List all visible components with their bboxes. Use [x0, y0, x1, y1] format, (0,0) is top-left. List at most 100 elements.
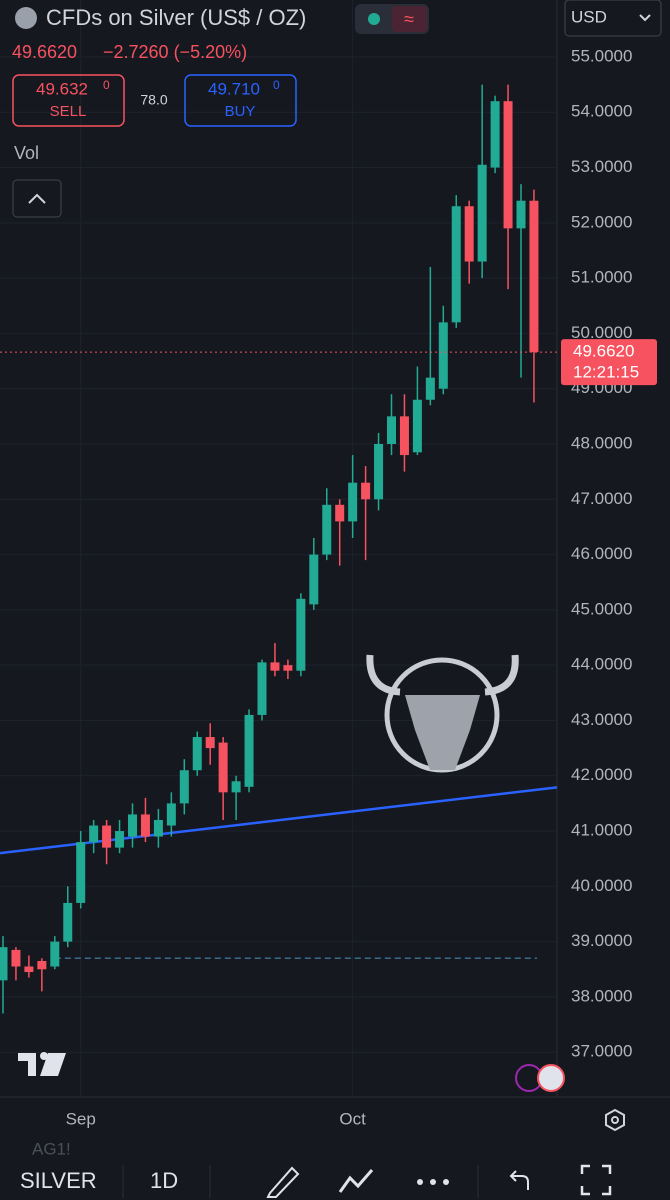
- y-tick-label: 40.0000: [571, 876, 632, 895]
- candle-body: [283, 665, 293, 671]
- candle-body: [102, 825, 112, 848]
- candle-body: [348, 482, 358, 522]
- trendline: [0, 786, 558, 855]
- candle-body: [296, 598, 306, 671]
- buy-label: BUY: [225, 103, 256, 120]
- candle-body: [153, 819, 163, 837]
- candle-body: [205, 737, 215, 749]
- spread: 78.0: [140, 92, 167, 108]
- candle-body: [270, 662, 280, 671]
- volume-label: Vol: [14, 143, 39, 163]
- candle-body: [309, 554, 319, 605]
- sell-price-sup: 0: [103, 78, 110, 92]
- candle-body: [218, 742, 228, 793]
- candle-body: [166, 803, 176, 826]
- last-price: 49.6620: [12, 42, 77, 62]
- currency: USD: [571, 7, 607, 26]
- draw-tool[interactable]: [266, 1166, 300, 1198]
- y-tick-label: 47.0000: [571, 489, 632, 508]
- symbol-title: CFDs on Silver (US$ / OZ): [46, 5, 306, 30]
- event-icon: [537, 1064, 565, 1092]
- candle-body: [361, 482, 371, 500]
- brand-logo: [18, 1053, 66, 1076]
- candle-body: [231, 781, 241, 793]
- candle-body: [490, 101, 500, 168]
- candle-body: [257, 662, 267, 715]
- sell-label: SELL: [50, 103, 87, 120]
- candle-body: [115, 831, 125, 848]
- candle-body: [335, 504, 345, 522]
- y-tick-label: 43.0000: [571, 710, 632, 729]
- delay-icon: ≈: [404, 9, 414, 29]
- candle-body: [76, 842, 86, 903]
- candle-body: [451, 206, 461, 323]
- candle-body: [192, 737, 202, 771]
- brand-logo-dot: [40, 1052, 48, 1060]
- interval-button[interactable]: 1D: [150, 1168, 178, 1193]
- y-tick-label: 54.0000: [571, 102, 632, 121]
- watermark-logo: [366, 654, 519, 773]
- candle-body: [244, 714, 254, 787]
- candle-body: [425, 377, 435, 400]
- candle-body: [0, 947, 8, 981]
- price-tag-value: 49.6620: [573, 342, 634, 361]
- candle-body: [477, 164, 487, 262]
- sell-button[interactable]: [12, 74, 125, 127]
- y-tick-label: 46.0000: [571, 544, 632, 563]
- candle-body: [179, 770, 189, 804]
- more-button[interactable]: [417, 1179, 449, 1185]
- y-tick-label: 42.0000: [571, 765, 632, 784]
- undo-button[interactable]: [509, 1170, 529, 1190]
- fullscreen-button[interactable]: [580, 1164, 612, 1196]
- buy-button[interactable]: [184, 74, 297, 127]
- chevron-icon: [28, 193, 46, 204]
- y-tick-label: 55.0000: [571, 46, 632, 65]
- price-tag-countdown: 12:21:15: [573, 363, 639, 382]
- ticker-note: AG1!: [32, 1139, 71, 1158]
- currency-select[interactable]: [564, 0, 662, 37]
- y-tick-label: 51.0000: [571, 268, 632, 287]
- x-tick-label: Sep: [66, 1109, 96, 1128]
- buy-price: 49.710: [208, 79, 260, 98]
- y-tick-label: 50.0000: [571, 323, 632, 342]
- y-tick-label: 44.0000: [571, 655, 632, 674]
- y-tick-label: 37.0000: [571, 1042, 632, 1061]
- candle-body: [387, 416, 396, 444]
- candle-body: [516, 200, 526, 229]
- y-tick-label: 48.0000: [571, 433, 632, 452]
- symbol-icon: [15, 7, 37, 29]
- y-tick-label: 38.0000: [571, 986, 632, 1005]
- price-change: −2.7260 (−5.20%): [103, 42, 247, 62]
- collapse-button[interactable]: [12, 179, 62, 218]
- candle-body: [464, 206, 474, 262]
- indicator-tool[interactable]: [338, 1169, 374, 1193]
- candle-body: [374, 443, 384, 500]
- candle-body: [89, 825, 99, 843]
- y-tick-label: 39.0000: [571, 931, 632, 950]
- candle-body: [50, 941, 60, 967]
- candle-body: [11, 949, 21, 967]
- toolbar: [0, 1140, 670, 1200]
- candle-body: [37, 960, 47, 970]
- buy-price-sup: 0: [273, 78, 280, 92]
- candle-body: [322, 504, 332, 555]
- candle-body: [140, 814, 150, 837]
- candle-body: [128, 814, 137, 837]
- candle-body: [63, 902, 73, 942]
- settings-icon-core: [611, 1116, 619, 1124]
- y-tick-label: 41.0000: [571, 821, 632, 840]
- candle-body: [438, 322, 448, 389]
- x-tick-label: Oct: [339, 1109, 366, 1128]
- dropdown-icon: [639, 14, 651, 22]
- y-tick-label: 52.0000: [571, 212, 632, 231]
- candle-body: [24, 966, 34, 973]
- candle-body: [529, 200, 539, 353]
- sell-price: 49.632: [36, 79, 88, 98]
- y-tick-label: 53.0000: [571, 157, 632, 176]
- settings-icon[interactable]: [605, 1108, 625, 1132]
- candle-body: [412, 399, 422, 453]
- market-open-dot: [368, 13, 380, 25]
- y-tick-label: 45.0000: [571, 599, 632, 618]
- symbol-button[interactable]: SILVER: [20, 1168, 97, 1193]
